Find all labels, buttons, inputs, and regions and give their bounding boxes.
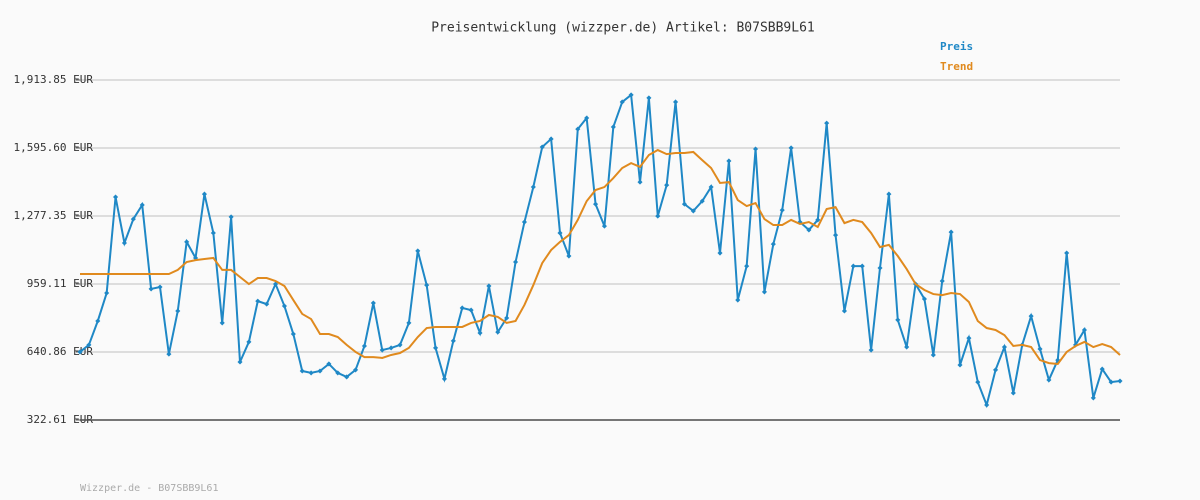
- point: [477, 330, 483, 336]
- point: [157, 284, 163, 290]
- point: [433, 345, 439, 351]
- point: [424, 282, 430, 288]
- point: [1099, 366, 1105, 372]
- legend-entry: Trend: [940, 60, 973, 73]
- point: [850, 263, 856, 269]
- point: [504, 315, 510, 321]
- point: [353, 367, 359, 373]
- point: [868, 347, 874, 353]
- y-tick-label: 1,913.85 EUR: [14, 73, 94, 86]
- point: [344, 374, 350, 380]
- point: [175, 308, 181, 314]
- legend-entry: Preis: [940, 40, 973, 53]
- point: [637, 179, 643, 185]
- point: [379, 347, 385, 353]
- point: [859, 263, 865, 269]
- point: [388, 345, 394, 351]
- point: [370, 300, 376, 306]
- point: [877, 265, 883, 271]
- point: [86, 342, 92, 348]
- point: [495, 329, 501, 335]
- point: [459, 305, 465, 311]
- point: [166, 351, 172, 357]
- point: [335, 370, 341, 376]
- point: [886, 191, 892, 197]
- point: [735, 297, 741, 303]
- point: [281, 303, 287, 309]
- point: [930, 352, 936, 358]
- point: [246, 339, 252, 345]
- point: [468, 307, 474, 313]
- point: [237, 359, 243, 365]
- point: [264, 301, 270, 307]
- point: [957, 362, 963, 368]
- point: [201, 191, 207, 197]
- point: [255, 298, 261, 304]
- y-tick-label: 640.86 EUR: [27, 345, 94, 358]
- point: [699, 198, 705, 204]
- line: [79, 93, 1121, 409]
- point: [299, 368, 305, 374]
- y-tick-label: 959.11 EUR: [27, 277, 94, 290]
- point: [1064, 250, 1070, 256]
- point: [726, 158, 732, 164]
- point: [904, 344, 910, 350]
- point: [397, 342, 403, 348]
- point: [450, 338, 456, 344]
- point: [1028, 313, 1034, 319]
- point: [513, 259, 519, 265]
- point: [317, 368, 323, 374]
- y-tick-label: 1,595.60 EUR: [14, 141, 94, 154]
- point: [1090, 395, 1096, 401]
- point: [148, 286, 154, 292]
- point: [1108, 379, 1114, 385]
- point: [557, 230, 563, 236]
- point: [228, 214, 234, 220]
- point: [975, 379, 981, 385]
- point: [841, 308, 847, 314]
- point: [130, 216, 136, 222]
- chart-title: Preisentwicklung (wizzper.de) Artikel: B…: [431, 21, 815, 36]
- point: [1117, 378, 1123, 384]
- point: [113, 194, 119, 200]
- point: [1010, 390, 1016, 396]
- point: [308, 370, 314, 376]
- point: [415, 248, 421, 254]
- point: [681, 201, 687, 207]
- line: [80, 148, 1121, 365]
- point: [486, 283, 492, 289]
- point: [184, 239, 190, 245]
- y-tick-label: 322.61 EUR: [27, 413, 94, 426]
- point: [690, 208, 696, 214]
- point: [406, 320, 412, 326]
- footer: Wizzper.de - B07SBB9L61: [80, 483, 218, 494]
- point: [219, 320, 225, 326]
- point: [593, 201, 599, 207]
- point: [77, 349, 83, 355]
- y-tick-label: 1,277.35 EUR: [14, 209, 94, 222]
- point: [361, 343, 367, 349]
- point: [1037, 346, 1043, 352]
- point: [326, 361, 332, 367]
- point: [290, 331, 296, 337]
- point: [139, 202, 145, 208]
- point: [441, 376, 447, 382]
